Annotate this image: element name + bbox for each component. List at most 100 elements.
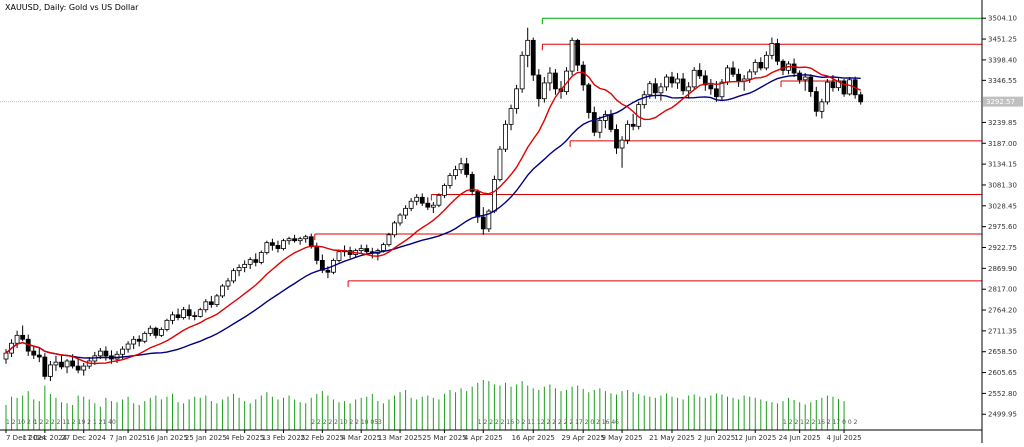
time-tick-label: 9 May 2025 (601, 434, 642, 442)
candle-bull (286, 238, 292, 242)
candles (3, 27, 864, 382)
candle-bear (325, 269, 331, 273)
candle-bull (336, 251, 342, 261)
price-tick-label: 2817.00 (988, 286, 1017, 294)
candle-bear (841, 80, 847, 95)
current-price-tag (983, 96, 1023, 107)
candle-bull (658, 86, 664, 94)
candle-bull (48, 364, 53, 377)
price-tick-label: 2499.95 (988, 411, 1017, 419)
price-tick-label: 3028.45 (988, 202, 1017, 210)
candle-bull (802, 76, 808, 81)
candle-bull (247, 259, 253, 265)
candle-bear (419, 196, 425, 204)
price-axis: 3504.10 3451.25 3398.40 3346.55 3239.85 3187.… (981, 0, 1023, 443)
time-tick-label: 13 Feb 2025 (262, 434, 306, 442)
price-tick-label: 2764.20 (988, 307, 1017, 315)
time-tick-label: 13 Mar 2025 (378, 434, 422, 442)
price-tick-label: 3346.55 (988, 77, 1017, 85)
candle-bear (292, 238, 298, 242)
candle-bull (392, 222, 397, 236)
candle-bear (680, 78, 686, 92)
price-tick-label: 3239.85 (988, 119, 1017, 127)
candle-bear (775, 43, 780, 62)
candle-bull (53, 361, 59, 366)
candle-bull (641, 94, 647, 106)
candle-bear (319, 260, 325, 271)
candle-bear (708, 84, 714, 90)
candle-bull (486, 210, 492, 230)
candle-bull (508, 108, 514, 125)
time-tick-label: 4 Feb 2025 (225, 434, 264, 442)
candle-bull (281, 240, 286, 249)
time-tick-label: 27 Dec 2024 (61, 434, 106, 442)
candle-bull (181, 309, 187, 318)
period-annotation: 2 2 2 2 2 10 2 2 10 053 (311, 419, 382, 426)
period-annotation: 1 2 2 2 2 11 2 19 2 1 21 40 (34, 419, 116, 426)
candle-bull (503, 123, 508, 150)
time-tick-label: 2 Jun 2025 (698, 434, 736, 442)
candle-bull (836, 80, 841, 89)
candle-bull (725, 67, 730, 83)
candle-bull (619, 139, 625, 149)
candle-bull (203, 301, 209, 311)
candle-bull (647, 83, 653, 96)
candle-bear (364, 248, 370, 253)
candle-bear (758, 62, 764, 69)
candle-bull (569, 39, 575, 72)
candle-bear (791, 63, 797, 74)
candle-bull (197, 309, 203, 317)
candle-bear (608, 114, 614, 130)
time-tick-label: 16 Jan 2025 (146, 434, 188, 442)
candle-bull (825, 81, 830, 103)
candle-bull (625, 123, 630, 141)
candle-bear (575, 39, 581, 66)
time-tick-label: 7 Jan 2025 (109, 434, 147, 442)
candle-bear (780, 60, 786, 71)
candle-bear (70, 360, 75, 367)
candle-bear (42, 356, 48, 377)
time-tick-label: 7 Dec 2024 (6, 434, 47, 442)
candle-bear (586, 84, 592, 113)
candle-bull (763, 54, 769, 69)
price-tick-label: 2711.35 (988, 327, 1017, 335)
candle-bear (59, 361, 64, 368)
candle-bear (314, 246, 320, 261)
candle-bull (220, 285, 225, 297)
price-tick-label: 2922.75 (988, 244, 1017, 252)
candle-bear (208, 301, 214, 305)
candle-bear (20, 334, 26, 340)
candle-bear (669, 76, 675, 84)
candle-bull (386, 234, 392, 246)
candle-bull (597, 120, 603, 133)
period-annotation: 1 2 10 2 0 (6, 419, 37, 426)
candle-bull (491, 179, 497, 212)
price-tick-label: 3451.25 (988, 36, 1017, 44)
candle-bear (652, 83, 658, 94)
candle-bear (464, 163, 470, 175)
candle-bull (664, 76, 669, 88)
candle-bull (3, 352, 9, 360)
candle-bull (453, 169, 458, 177)
candle-bull (514, 88, 519, 109)
candle-bull (170, 314, 175, 321)
candle-bull (380, 244, 386, 251)
candle-bear (31, 350, 37, 356)
candle-bull (447, 175, 453, 186)
candle-bull (547, 72, 553, 84)
candle-bear (269, 242, 275, 246)
candle-bull (125, 343, 131, 350)
candle-bull (231, 270, 236, 282)
time-tick-label: 12 Jun 2025 (734, 434, 776, 442)
price-tick-label: 3134.15 (988, 161, 1017, 169)
candle-bear (808, 76, 814, 93)
candle-bull (225, 280, 231, 287)
candle-bear (153, 327, 159, 336)
candle-bear (536, 74, 542, 100)
candle-bear (553, 72, 558, 90)
time-tick-label: 4 Jul 2025 (826, 434, 861, 442)
candle-bear (697, 69, 703, 77)
